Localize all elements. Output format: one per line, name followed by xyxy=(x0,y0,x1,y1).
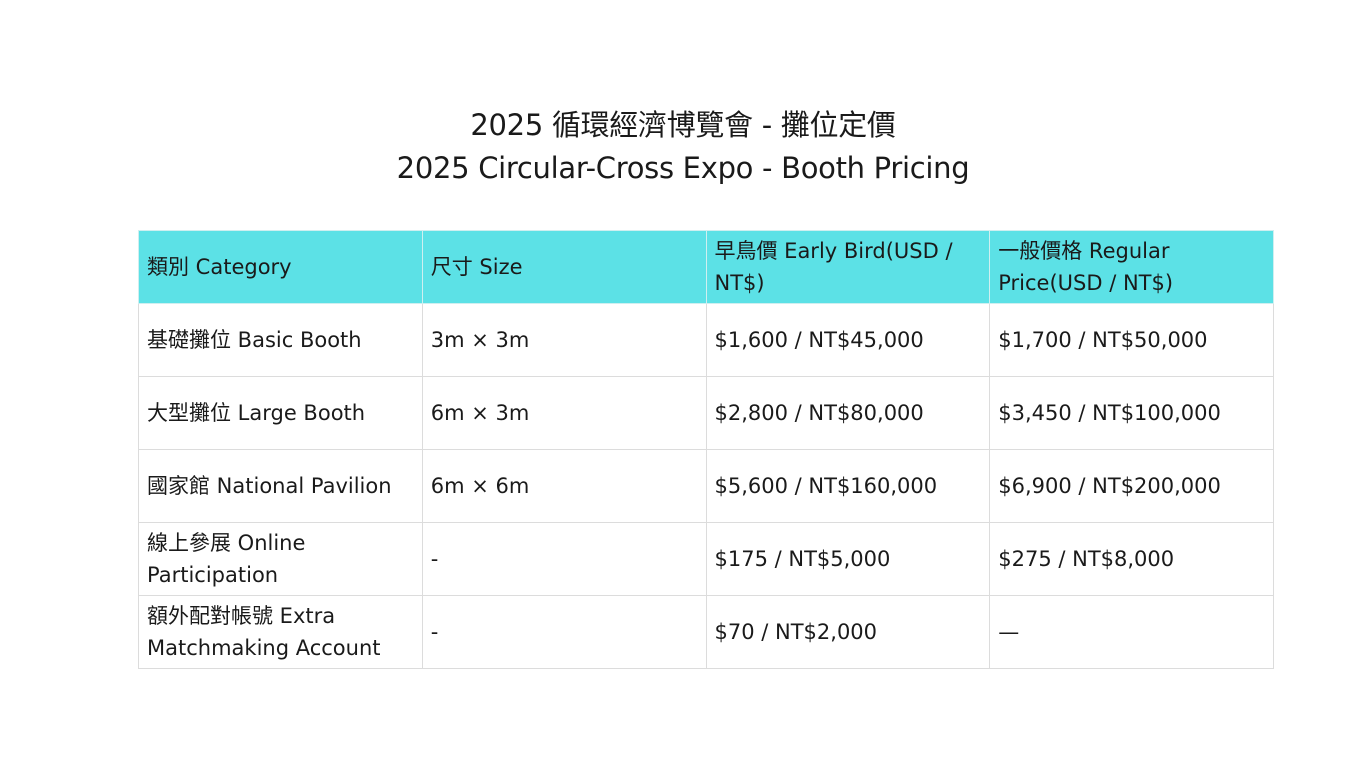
header-early-bird-price: 早鳥價 Early Bird(USD / NT$) xyxy=(705,230,991,304)
cell-early-bird-price: $5,600 / NT$160,000 xyxy=(705,449,991,523)
table-row: 線上參展 Online Participation - $175 / NT$5,… xyxy=(138,522,1274,596)
cell-early-bird-price: $1,600 / NT$45,000 xyxy=(705,303,991,377)
header-size: 尺寸 Size xyxy=(421,230,707,304)
cell-size: - xyxy=(421,522,707,596)
cell-regular-price: $3,450 / NT$100,000 xyxy=(989,376,1274,450)
page-title: 2025 循環經濟博覽會 - 攤位定價 2025 Circular-Cross … xyxy=(0,104,1366,190)
cell-size: 6m × 6m xyxy=(421,449,707,523)
header-regular-price: 一般價格 Regular Price(USD / NT$) xyxy=(989,230,1274,304)
header-category: 類別 Category xyxy=(138,230,423,304)
table-row: 基礎攤位 Basic Booth 3m × 3m $1,600 / NT$45,… xyxy=(138,303,1274,377)
table-body: 基礎攤位 Basic Booth 3m × 3m $1,600 / NT$45,… xyxy=(138,303,1274,669)
cell-category: 額外配對帳號 Extra Matchmaking Account xyxy=(138,595,423,669)
cell-regular-price: $6,900 / NT$200,000 xyxy=(989,449,1274,523)
cell-regular-price: $275 / NT$8,000 xyxy=(989,522,1274,596)
cell-size: 3m × 3m xyxy=(421,303,707,377)
cell-regular-price: — xyxy=(989,595,1274,669)
pricing-table: 類別 Category 尺寸 Size 早鳥價 Early Bird(USD /… xyxy=(138,230,1274,669)
table-row: 國家館 National Pavilion 6m × 6m $5,600 / N… xyxy=(138,449,1274,523)
cell-size: 6m × 3m xyxy=(421,376,707,450)
cell-category: 線上參展 Online Participation xyxy=(138,522,423,596)
cell-early-bird-price: $70 / NT$2,000 xyxy=(705,595,991,669)
cell-category: 大型攤位 Large Booth xyxy=(138,376,423,450)
cell-regular-price: $1,700 / NT$50,000 xyxy=(989,303,1274,377)
title-chinese: 2025 循環經濟博覽會 - 攤位定價 xyxy=(470,108,896,142)
cell-size: - xyxy=(421,595,707,669)
table-row: 大型攤位 Large Booth 6m × 3m $2,800 / NT$80,… xyxy=(138,376,1274,450)
table-header: 類別 Category 尺寸 Size 早鳥價 Early Bird(USD /… xyxy=(138,230,1274,304)
cell-early-bird-price: $175 / NT$5,000 xyxy=(705,522,991,596)
header-row: 類別 Category 尺寸 Size 早鳥價 Early Bird(USD /… xyxy=(138,230,1274,304)
cell-category: 國家館 National Pavilion xyxy=(138,449,423,523)
table-row: 額外配對帳號 Extra Matchmaking Account - $70 /… xyxy=(138,595,1274,669)
title-english: 2025 Circular-Cross Expo - Booth Pricing xyxy=(396,151,970,185)
cell-early-bird-price: $2,800 / NT$80,000 xyxy=(705,376,991,450)
cell-category: 基礎攤位 Basic Booth xyxy=(138,303,423,377)
